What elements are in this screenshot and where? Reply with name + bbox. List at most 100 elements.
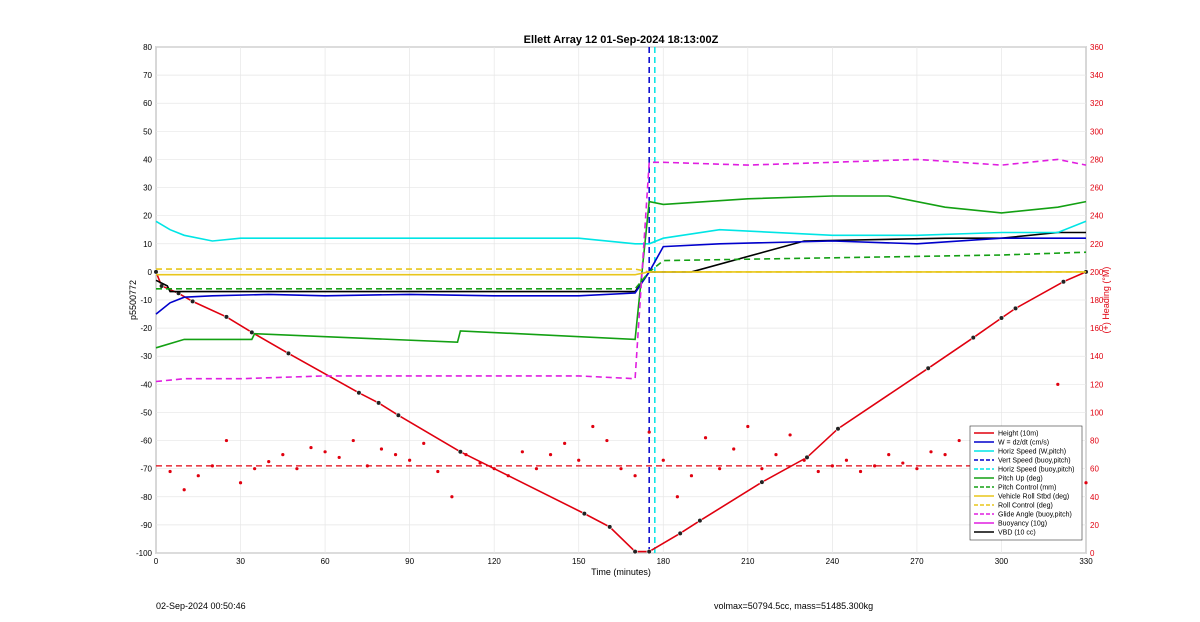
series-line [156, 268, 1086, 273]
legend-item-label: Buoyancy (10g) [998, 521, 1047, 528]
heading-point [703, 436, 708, 440]
heading-point [887, 453, 891, 457]
height-marker-point [925, 365, 931, 371]
heading-point [760, 467, 764, 471]
height-marker-point [1060, 279, 1067, 285]
height-marker-point [1012, 305, 1019, 312]
heading-point [675, 495, 679, 499]
heading-point [873, 464, 877, 468]
y-right-tick-label: 0 [1090, 549, 1095, 558]
y-tick-label: -80 [140, 493, 152, 502]
y-right-tick-label: 320 [1090, 99, 1104, 108]
y-tick-label: 0 [148, 268, 153, 277]
y-ticks-right: 3603403203002802602402202001801601401201… [1090, 43, 1104, 558]
heading-point [802, 458, 806, 462]
height-marker-point [285, 350, 292, 357]
y-tick-label: -90 [140, 521, 152, 530]
height-marker-point [249, 329, 255, 335]
x-tick-label: 90 [405, 557, 414, 566]
y-tick-label: -60 [140, 437, 152, 446]
heading-point [1056, 382, 1060, 386]
footer-timestamp: 02-Sep-2024 00:50:46 [156, 601, 246, 611]
height-marker-point [677, 530, 683, 536]
y-right-tick-label: 200 [1090, 268, 1104, 277]
legend-item-label: Pitch Control (mm) [998, 485, 1056, 492]
grid-lines [155, 46, 1087, 554]
height-marker-point [804, 454, 810, 461]
x-tick-label: 60 [321, 557, 330, 566]
y-tick-label: 10 [143, 240, 152, 249]
y-right-tick-label: 240 [1090, 212, 1104, 221]
y-ticks-left: 80 70 60 50 40 30 20 10 0 -10 -20 -30 -40 -50 -60 -70 -8… [136, 43, 153, 558]
heading-point [408, 458, 412, 462]
y-right-tick-label: 180 [1090, 296, 1104, 305]
legend-box [969, 425, 1083, 541]
heading-point [351, 438, 355, 443]
heading-point [196, 474, 200, 478]
y-right-tick-label: 340 [1090, 71, 1104, 80]
heading-point [295, 467, 299, 471]
legend-item-label: Vert Speed (buoy,pitch) [998, 458, 1071, 465]
heading-point [788, 433, 792, 437]
heading-point [534, 467, 539, 471]
heading-point [379, 447, 384, 451]
y-tick-label: -70 [140, 465, 152, 474]
heading-point [915, 467, 919, 471]
heading-point [619, 467, 623, 471]
heading-point [506, 474, 510, 478]
y-tick-label: 80 [143, 43, 152, 52]
heading-point [732, 447, 736, 451]
y-right-tick-label: 140 [1090, 352, 1104, 361]
heading-point [943, 453, 947, 457]
series-line [155, 220, 1087, 245]
heading-point [253, 467, 257, 471]
heading-point [238, 481, 243, 485]
heading-point [689, 474, 694, 478]
series-line [155, 237, 1086, 315]
heading-point [605, 438, 609, 443]
series-line [155, 271, 1087, 553]
x-tick-label: 210 [741, 557, 755, 566]
heading-point [774, 453, 778, 457]
heading-point [492, 467, 496, 471]
x-tick-label: 330 [1079, 557, 1093, 566]
height-marker-point [632, 548, 638, 555]
heading-point [591, 424, 595, 429]
height-marker-point [607, 524, 613, 530]
legend-item-label: VBD (10 cc) [998, 530, 1036, 537]
height-marker-point [457, 449, 463, 455]
x-tick-label: 270 [910, 557, 924, 566]
heading-point [337, 455, 341, 460]
heading-point [224, 438, 229, 443]
chart-title: Ellett Array 12 01-Sep-2024 18:13:00Z [524, 34, 719, 46]
heading-point [647, 430, 651, 434]
heading-point [577, 458, 581, 462]
x-tick-label: 120 [488, 557, 502, 566]
legend: Height (10m) W = dz/dt (cm/s) Horiz Speed … [969, 425, 1083, 541]
y-right-tick-label: 260 [1090, 184, 1104, 193]
height-marker-point [970, 335, 976, 341]
heading-point [281, 453, 285, 457]
heading-point [478, 461, 482, 465]
y-tick-label: -50 [140, 408, 152, 417]
y-right-tick-label: 40 [1090, 493, 1099, 502]
heading-point [464, 453, 468, 457]
x-axis-label: Time (minutes) [591, 567, 651, 577]
x-tick-label: 30 [236, 557, 245, 566]
x-tick-label: 240 [826, 557, 840, 566]
height-marker-point [759, 479, 765, 485]
y-tick-label: 20 [143, 212, 152, 221]
y-tick-label: 60 [143, 99, 152, 108]
heading-point [1084, 481, 1088, 485]
legend-item-label: Pitch Up (deg) [998, 476, 1043, 483]
y-right-tick-label: 60 [1090, 465, 1099, 474]
heading-point [365, 464, 369, 468]
x-tick-label: 180 [657, 557, 671, 566]
legend-item-label: Horiz Speed (buoy,pitch) [998, 467, 1075, 474]
y-tick-label: 70 [143, 71, 152, 80]
height-marker-point [223, 314, 230, 320]
y-tick-label: -20 [140, 324, 152, 333]
y-right-tick-label: 300 [1090, 127, 1104, 136]
y-tick-label: 40 [143, 155, 152, 164]
